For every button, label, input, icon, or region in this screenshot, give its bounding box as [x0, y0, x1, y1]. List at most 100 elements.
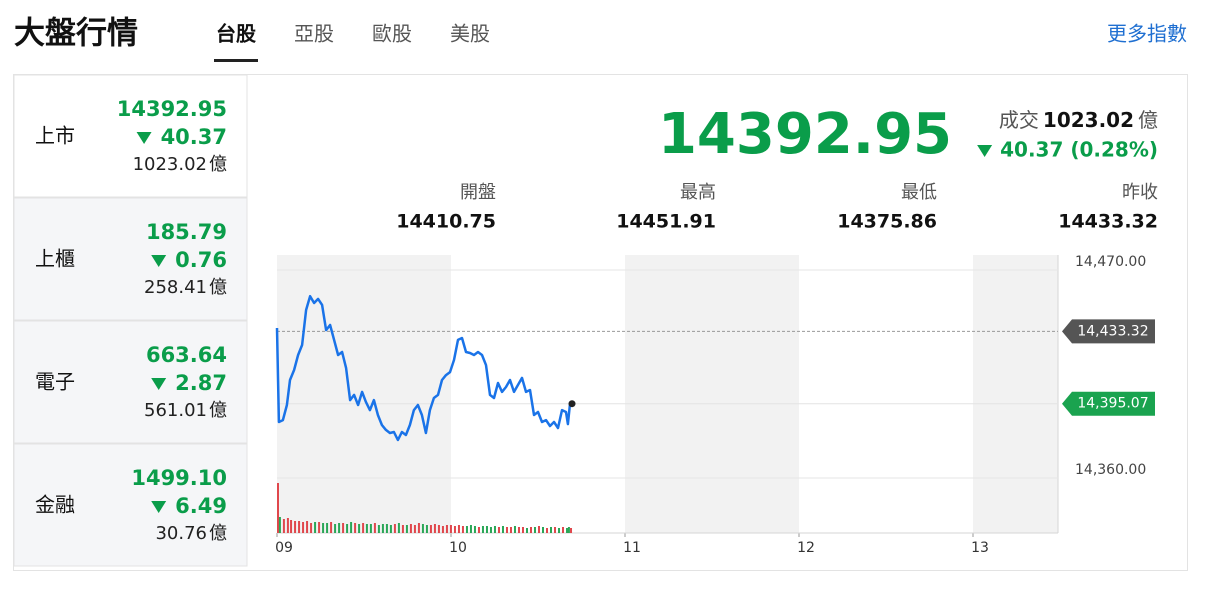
volume-bar — [429, 525, 432, 533]
volume-bar — [477, 527, 480, 533]
volume-bar — [566, 528, 569, 533]
volume-bar — [538, 526, 540, 533]
sidebar-row[interactable] — [13, 320, 248, 444]
down-triangle — [151, 501, 167, 513]
volume-bar — [334, 524, 337, 533]
index-name: 上市 — [35, 124, 75, 148]
down-triangle — [151, 378, 167, 390]
volume-bar — [322, 523, 325, 533]
volume-bar — [562, 527, 565, 533]
x-tick-label: 12 — [797, 540, 815, 556]
volume-bar — [550, 527, 553, 533]
volume-bar — [278, 517, 281, 533]
volume-bar — [306, 521, 309, 533]
volume-bar — [310, 523, 313, 533]
volume-bar — [346, 524, 349, 533]
volume-label: 成交 — [999, 108, 1039, 132]
quote-price: 14392.95 — [658, 102, 952, 167]
index-change: 40.37 — [161, 125, 227, 149]
stat-label: 最高 — [680, 182, 716, 203]
stat-value: 14410.75 — [396, 211, 496, 233]
stat-value: 14433.32 — [1058, 211, 1158, 233]
volume-number: 1023.02 — [1043, 108, 1134, 132]
price-tag-label: 14,395.07 — [1077, 396, 1148, 412]
index-change: 2.87 — [175, 371, 227, 395]
volume-bar — [513, 526, 516, 533]
volume-bar — [497, 527, 500, 533]
index-change: 0.76 — [175, 248, 227, 272]
volume-bar — [469, 525, 472, 533]
volume-bar — [465, 526, 468, 533]
volume-bar — [558, 528, 561, 533]
volume-number: 30.76 — [155, 523, 207, 544]
volume-bar — [397, 523, 400, 533]
x-tick-label: 10 — [449, 540, 467, 556]
volume-bar — [453, 526, 456, 533]
volume-bar — [389, 525, 392, 533]
volume-unit: 億 — [209, 400, 227, 421]
volume-bar — [473, 526, 476, 533]
volume-bar — [286, 518, 289, 533]
index-name: 金融 — [35, 493, 75, 517]
volume-bar — [338, 523, 341, 533]
sidebar-row[interactable] — [13, 74, 248, 198]
volume-bar — [393, 524, 396, 533]
quote-volume: 成交 1023.02 億 — [999, 108, 1158, 132]
volume-bar — [377, 525, 380, 533]
tab[interactable]: 亞股 — [294, 22, 334, 46]
volume-bar — [373, 523, 376, 533]
volume-bar — [457, 525, 460, 533]
volume-bar — [567, 527, 570, 533]
volume-bar — [533, 527, 536, 533]
sidebar-row[interactable] — [13, 197, 248, 321]
volume-bar — [358, 524, 361, 533]
index-value: 663.64 — [146, 343, 227, 367]
volume-bar — [546, 528, 549, 533]
index-volume: 30.76 億 — [155, 523, 227, 544]
volume-number: 1023.02 — [133, 154, 207, 175]
volume-bar — [542, 527, 545, 533]
volume-bar — [385, 524, 388, 533]
more-link[interactable]: 更多指數 — [1107, 22, 1187, 46]
price-tag — [1062, 391, 1155, 416]
tab[interactable]: 台股 — [216, 22, 256, 46]
volume-bar — [354, 523, 357, 533]
volume-number: 258.41 — [144, 277, 207, 298]
tab[interactable]: 美股 — [450, 22, 490, 46]
volume-bar — [437, 525, 440, 533]
x-tick-label: 13 — [971, 540, 989, 556]
down-triangle — [136, 132, 152, 144]
stat-label: 開盤 — [460, 182, 496, 203]
time-band — [973, 255, 1058, 533]
volume-unit: 億 — [209, 277, 227, 298]
volume-unit: 億 — [209, 523, 227, 544]
volume-bar — [282, 519, 285, 533]
index-value: 1499.10 — [131, 466, 227, 490]
x-tick-label: 09 — [275, 540, 293, 556]
down-triangle — [977, 145, 993, 157]
volume-bar — [298, 521, 301, 533]
volume-unit: 億 — [209, 154, 227, 175]
volume-bar — [521, 527, 524, 533]
sidebar-row[interactable] — [13, 443, 248, 567]
stat-label: 最低 — [901, 182, 937, 203]
volume-bar — [413, 525, 416, 533]
page-title: 大盤行情 — [14, 16, 138, 52]
price-tag-label: 14,433.32 — [1077, 323, 1148, 339]
index-volume: 561.01 億 — [144, 400, 227, 421]
volume-bar — [509, 527, 512, 533]
volume-bar — [409, 524, 412, 533]
volume-bar — [362, 523, 365, 533]
volume-bar — [381, 524, 384, 533]
volume-bar — [350, 522, 353, 533]
stat-value: 14375.86 — [837, 211, 937, 233]
volume-bar — [405, 525, 408, 533]
volume-bar — [529, 527, 532, 533]
index-volume: 1023.02 億 — [133, 154, 227, 175]
y-tick-label: 14,360.00 — [1075, 462, 1146, 478]
volume-bar — [445, 525, 448, 533]
volume-bar — [433, 524, 436, 533]
tab[interactable]: 歐股 — [372, 22, 412, 46]
volume-bar — [570, 528, 573, 533]
